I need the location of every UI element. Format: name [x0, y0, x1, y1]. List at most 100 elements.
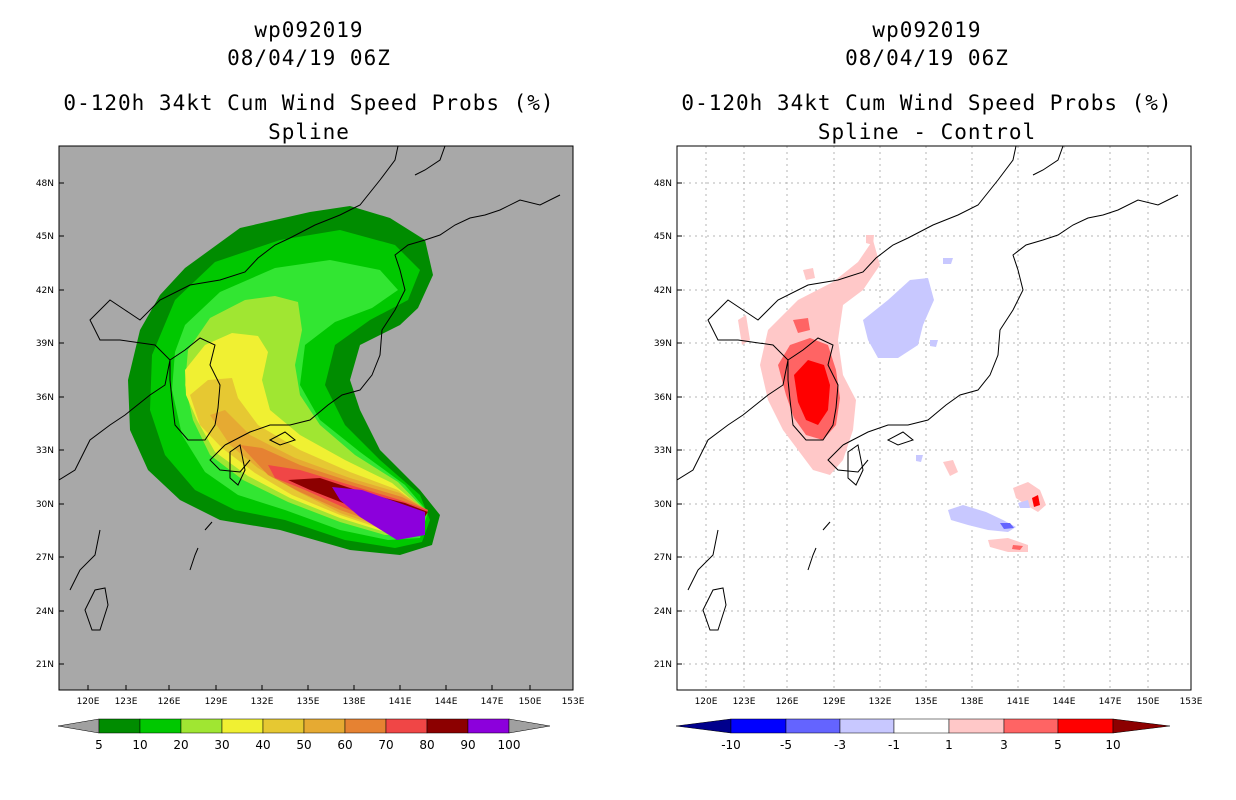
lon-label: 147E: [481, 697, 504, 707]
contour-neg-1: [943, 258, 953, 264]
contour-pos-1: [738, 315, 750, 345]
lon-label: 138E: [343, 697, 366, 707]
lat-label: 21N: [36, 660, 54, 670]
lon-label: 144E: [1053, 697, 1076, 707]
lon-label: 123E: [115, 697, 138, 707]
colorbar-label: 100: [498, 738, 521, 752]
difference-field: [738, 235, 1046, 552]
lon-label: 135E: [915, 697, 938, 707]
lon-label: 138E: [961, 697, 984, 707]
colorbar-labels: -10 -5 -3 -1 1 3 5 10: [721, 738, 1120, 752]
colorbar-label: 80: [419, 738, 434, 752]
colorbar-label: 70: [378, 738, 393, 752]
contour-pos-1: [866, 235, 874, 245]
lon-label: 129E: [205, 697, 228, 707]
colorbar-label: -1: [888, 738, 900, 752]
lat-label: 45N: [654, 232, 672, 242]
lat-label: 39N: [36, 339, 54, 349]
colorbar-label: 5: [95, 738, 103, 752]
lon-labels: 120E 123E 126E 129E 132E 135E 138E 141E …: [77, 697, 585, 707]
datetime: 08/04/19 06Z: [845, 46, 1009, 70]
colorbar-swatch: [426, 718, 469, 734]
lon-label: 153E: [562, 697, 585, 707]
lat-label: 27N: [36, 553, 54, 563]
colorbar-swatch: [303, 718, 346, 734]
datetime: 08/04/19 06Z: [227, 46, 391, 70]
lon-label: 141E: [389, 697, 412, 707]
colorbar-swatch: [344, 718, 387, 734]
lat-label: 33N: [654, 446, 672, 456]
contour-pos-5: [1032, 495, 1040, 507]
lat-label: 24N: [654, 607, 672, 617]
lat-label: 48N: [36, 179, 54, 189]
lon-label: 129E: [823, 697, 846, 707]
lon-label: 126E: [776, 697, 799, 707]
colorbar-label: 20: [173, 738, 188, 752]
contour-100: [332, 487, 425, 540]
lon-label: 123E: [733, 697, 756, 707]
lon-label: 132E: [251, 697, 274, 707]
colorbar-swatch: [730, 718, 787, 734]
lat-label: 27N: [654, 553, 672, 563]
colorbar-label: 60: [337, 738, 352, 752]
lon-label: 150E: [1137, 697, 1160, 707]
colorbar-label: 10: [132, 738, 147, 752]
lat-label: 42N: [36, 286, 54, 296]
lat-label: 36N: [36, 393, 54, 403]
lat-labels: 48N 45N 42N 39N 36N 33N 30N 27N 24N 21N: [36, 179, 54, 670]
storm-id: wp092019: [872, 18, 982, 42]
lon-label: 141E: [1007, 697, 1030, 707]
left-panel: wp092019 08/04/19 06Z 0-120h 34kt Cum Wi…: [36, 18, 585, 752]
lon-label: 150E: [519, 697, 542, 707]
lat-label: 48N: [654, 179, 672, 189]
contour-pos-5: [794, 360, 830, 425]
colorbar-arrow-right: [508, 718, 551, 734]
colorbar-label: 30: [214, 738, 229, 752]
contour-neg-3: [1000, 523, 1014, 529]
lat-labels: 48N 45N 42N 39N 36N 33N 30N 27N 24N 21N: [654, 179, 672, 670]
colorbar-label: 50: [296, 738, 311, 752]
colorbar: [675, 718, 1171, 734]
product-title: 0-120h 34kt Cum Wind Speed Probs (%): [681, 91, 1173, 115]
lat-label: 39N: [654, 339, 672, 349]
lat-label: 42N: [654, 286, 672, 296]
colorbar-swatch: [785, 718, 841, 734]
colorbar-swatch: [948, 718, 1005, 734]
lat-label: 36N: [654, 393, 672, 403]
lon-label: 153E: [1180, 697, 1203, 707]
left-map: 48N 45N 42N 39N 36N 33N 30N 27N 24N 21N …: [36, 145, 585, 752]
lon-label: 120E: [77, 697, 100, 707]
contour-pos-3: [793, 318, 810, 333]
map-background: [677, 146, 1191, 690]
contour-neg-1: [930, 340, 938, 347]
colorbar-swatch: [1057, 718, 1114, 734]
colorbar-swatch: [139, 718, 182, 734]
colorbar-label: -3: [834, 738, 846, 752]
lon-label: 132E: [869, 697, 892, 707]
colorbar-arrow-right: [1112, 718, 1171, 734]
colorbar-swatch: [385, 718, 428, 734]
lon-label: 126E: [158, 697, 181, 707]
colorbar-label: 1: [945, 738, 953, 752]
lat-label: 33N: [36, 446, 54, 456]
colorbar-label: 5: [1054, 738, 1062, 752]
colorbar-labels: 5 10 20 30 40 50 60 70 80 90 100: [95, 738, 520, 752]
colorbar-arrow-left: [57, 718, 100, 734]
colorbar-label: 40: [255, 738, 270, 752]
contour-pos-1: [803, 268, 815, 280]
lon-label: 120E: [695, 697, 718, 707]
colorbar-label: 10: [1105, 738, 1120, 752]
contour-pos-3: [1012, 545, 1023, 550]
lon-label: 135E: [297, 697, 320, 707]
colorbar-arrow-left: [675, 718, 732, 734]
lon-labels: 120E 123E 126E 129E 132E 135E 138E 141E …: [695, 697, 1203, 707]
probability-field: [128, 206, 440, 555]
right-map: 48N 45N 42N 39N 36N 33N 30N 27N 24N 21N …: [654, 145, 1203, 752]
colorbar-swatch: [98, 718, 141, 734]
lat-label: 45N: [36, 232, 54, 242]
axis-ticks: [677, 182, 682, 665]
lat-label: 30N: [36, 500, 54, 510]
storm-id: wp092019: [254, 18, 364, 42]
contour-neg-1: [1018, 500, 1030, 508]
lon-label: 147E: [1099, 697, 1122, 707]
